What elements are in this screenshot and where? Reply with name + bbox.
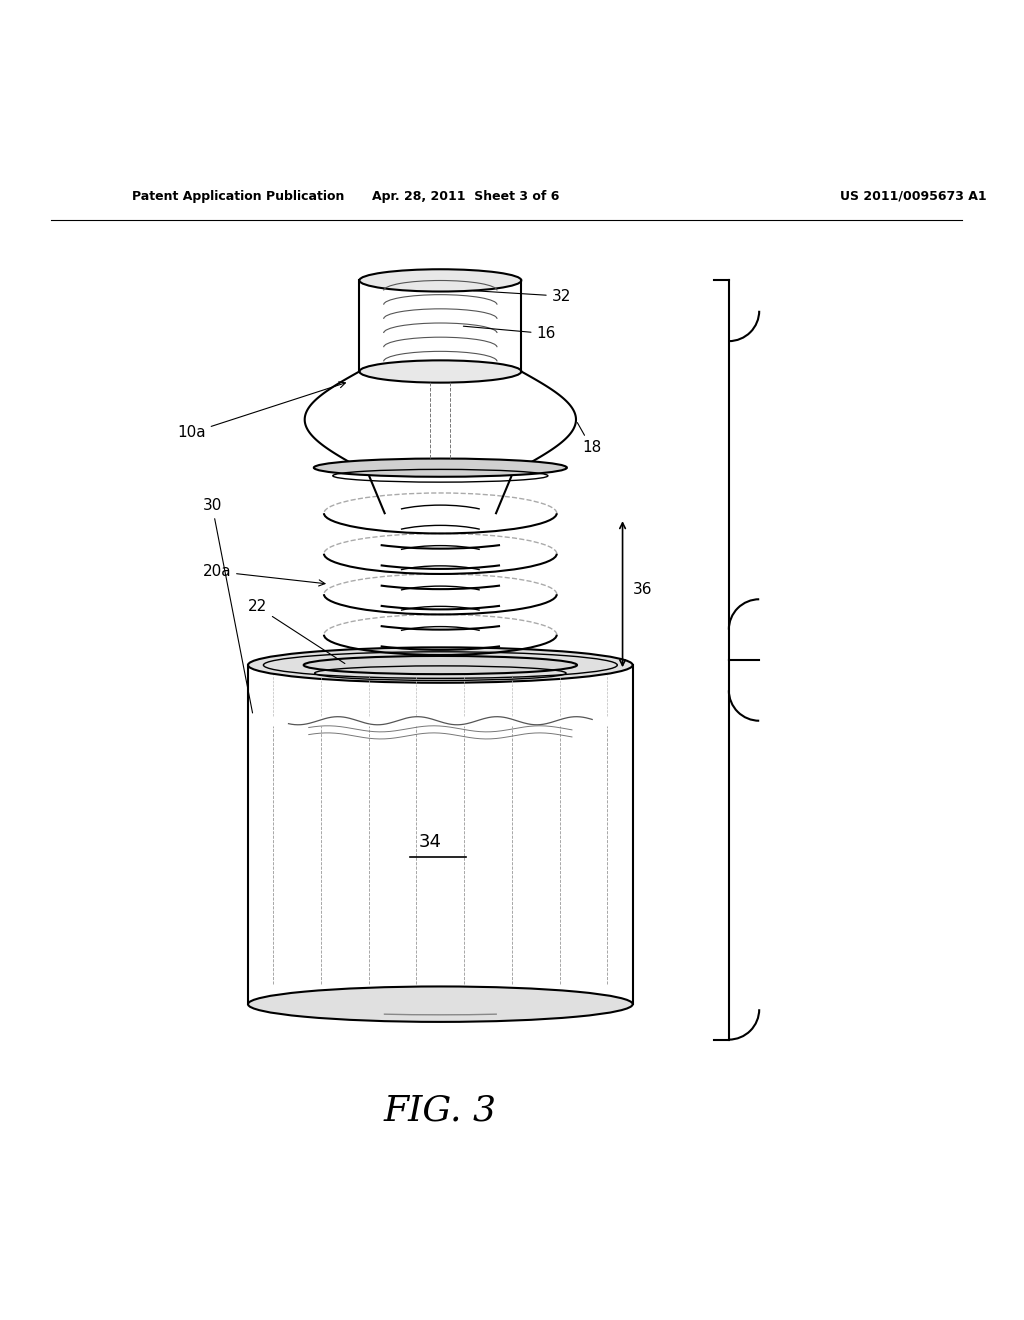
- Text: FIG. 3: FIG. 3: [384, 1093, 497, 1127]
- Text: Patent Application Publication: Patent Application Publication: [132, 190, 344, 203]
- Text: 36: 36: [633, 582, 652, 597]
- Ellipse shape: [304, 656, 577, 675]
- Ellipse shape: [248, 986, 633, 1022]
- Text: 18: 18: [578, 422, 601, 455]
- Ellipse shape: [359, 360, 521, 383]
- Text: 20a: 20a: [203, 564, 325, 586]
- Text: 34: 34: [419, 833, 441, 851]
- Text: 16: 16: [464, 326, 556, 341]
- Text: 30: 30: [203, 498, 253, 713]
- Text: Apr. 28, 2011  Sheet 3 of 6: Apr. 28, 2011 Sheet 3 of 6: [372, 190, 559, 203]
- Ellipse shape: [313, 458, 567, 477]
- Ellipse shape: [359, 269, 521, 292]
- Ellipse shape: [248, 647, 633, 682]
- Text: 22: 22: [248, 599, 345, 664]
- Text: US 2011/0095673 A1: US 2011/0095673 A1: [841, 190, 987, 203]
- Text: 10a: 10a: [177, 381, 345, 441]
- Text: 32: 32: [473, 289, 571, 304]
